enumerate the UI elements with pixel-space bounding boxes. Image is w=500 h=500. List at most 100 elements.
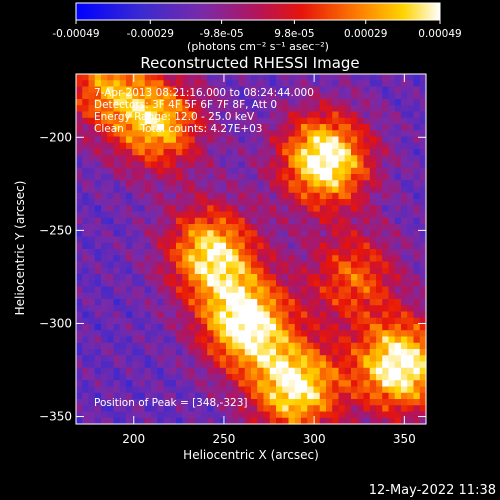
plot-frame [75,73,427,425]
heatmap-cell [107,174,115,181]
heatmap-cell [382,342,390,350]
heatmap-cell [94,286,102,294]
heatmap-cell [213,167,221,175]
heatmap-cell [294,217,302,225]
heatmap-cell [326,180,333,188]
heatmap-cell [119,174,127,181]
heatmap-cell [282,180,290,188]
heatmap-cell [113,399,121,406]
heatmap-cell [157,305,165,313]
heatmap-cell [219,261,227,269]
heatmap-cell [257,211,265,219]
heatmap-cell [188,124,196,131]
heatmap-cell [82,405,90,413]
heatmap-cell [338,99,346,106]
heatmap-cell [157,299,165,306]
heatmap-cell [113,230,121,238]
heatmap-cell [257,355,265,363]
heatmap-cell [263,374,271,381]
heatmap-cell [319,317,327,325]
heatmap-cell [169,249,177,256]
heatmap-cell [344,361,352,369]
heatmap-cell [263,130,271,138]
heatmap-cell [307,399,315,406]
heatmap-cell [101,117,108,125]
heatmap-cell [201,305,208,313]
heatmap-cell [188,249,196,256]
heatmap-cell [319,292,327,300]
heatmap-cell [313,149,321,156]
heatmap-cell [382,330,390,338]
heatmap-cell [419,211,427,219]
heatmap-cell [357,349,365,356]
heatmap-cell [238,417,246,425]
heatmap-cell [313,230,321,238]
heatmap-cell [332,161,340,169]
heatmap-cell [282,305,290,313]
heatmap-cell [344,186,352,194]
heatmap-cell [407,111,415,119]
heatmap-cell [151,299,158,306]
annotation-clean-counts: Clean Total counts: 4.27E+03 [94,123,263,135]
heatmap-cell [188,105,196,113]
heatmap-cell [157,99,165,106]
heatmap-cell [407,336,415,344]
heatmap-cell [219,367,227,375]
heatmap-cell [132,317,140,325]
heatmap-cell [326,305,333,313]
heatmap-cell [238,86,246,94]
heatmap-cell [94,224,102,231]
heatmap-cell [238,311,246,319]
heatmap-cell [169,367,177,375]
heatmap-cell [94,174,102,181]
heatmap-cell [213,317,221,325]
heatmap-cell [232,255,240,263]
heatmap-cell [269,174,277,181]
heatmap-cell [251,149,258,156]
heatmap-cell [207,155,215,163]
heatmap-cell [282,374,290,381]
heatmap-cell [213,180,221,188]
heatmap-cell [363,286,371,294]
heatmap-cell [332,249,340,256]
heatmap-cell [176,255,183,263]
heatmap-cell [144,155,152,163]
heatmap-cell [319,192,327,200]
heatmap-cell [276,242,283,250]
heatmap-cell [257,405,265,413]
heatmap-cell [107,292,115,300]
heatmap-cell [226,111,233,119]
heatmap-cell [107,86,115,94]
heatmap-cell [232,155,240,163]
heatmap-cell [126,130,133,138]
heatmap-cell [332,124,340,131]
heatmap-cell [369,267,377,275]
heatmap-cell [251,117,258,125]
heatmap-cell [82,117,90,125]
heatmap-cell [119,236,127,244]
heatmap-cell [351,92,358,100]
heatmap-cell [219,311,227,319]
heatmap-cell [382,230,390,238]
heatmap-cell [188,167,196,175]
heatmap-cell [313,224,321,231]
heatmap-cell [419,336,427,344]
heatmap-cell [126,149,133,156]
heatmap-cell [251,305,258,313]
heatmap-cell [301,274,308,281]
heatmap-cell [413,192,421,200]
heatmap-cell [251,267,258,275]
heatmap-cell [169,255,177,263]
heatmap-cell [307,299,315,306]
heatmap-cell [394,267,402,275]
heatmap-cell [363,224,371,231]
heatmap-cell [82,130,90,138]
heatmap-cell [251,180,258,188]
heatmap-cell [269,317,277,325]
heatmap-cell [326,255,333,263]
heatmap-cell [132,192,140,200]
heatmap-cell [176,249,183,256]
heatmap-cell [138,167,146,175]
heatmap-cell [76,230,83,238]
heatmap-cell [363,174,371,181]
